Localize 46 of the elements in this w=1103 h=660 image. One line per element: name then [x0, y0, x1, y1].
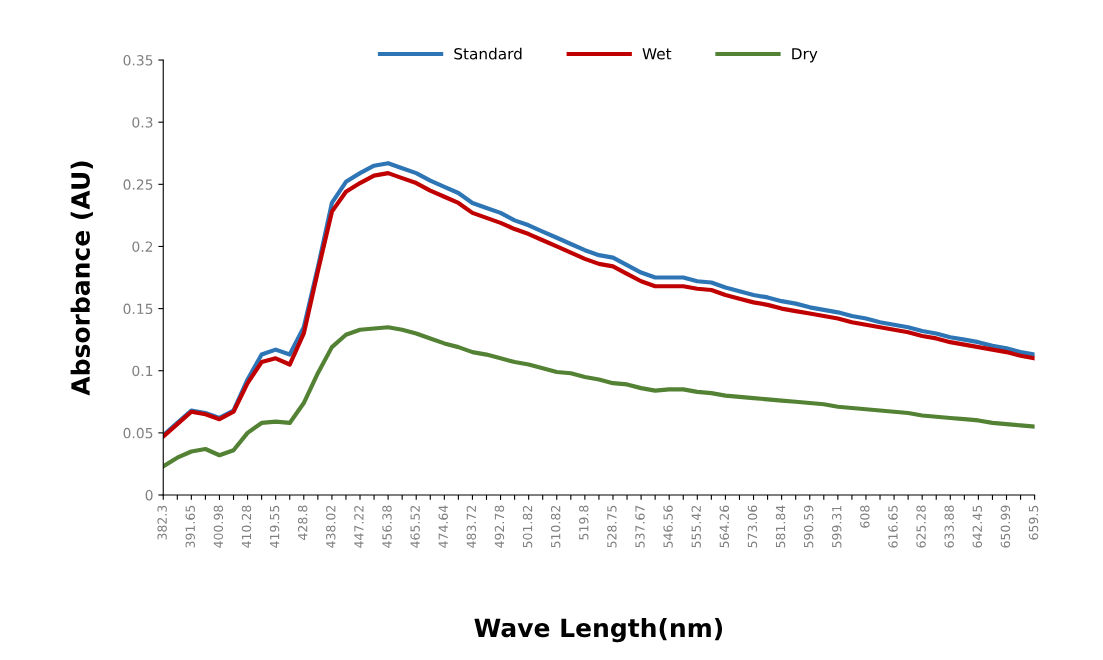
x-tick-label: 474.64 [438, 505, 448, 548]
x-tick-label: 659.5 [1028, 505, 1039, 540]
x-tick-label: 625.28 [916, 505, 926, 548]
x-tick-label: 456.38 [382, 505, 392, 548]
x-tick-label: 519.8 [579, 505, 589, 540]
y-tick-label: 0.2 [132, 241, 153, 252]
x-tick-label: 528.75 [607, 505, 617, 548]
y-tick-label: 0.1 [132, 365, 153, 377]
legend-label: Wet [642, 48, 672, 60]
legend-label: Dry [792, 48, 818, 63]
x-tick-label: 537.67 [635, 505, 645, 548]
x-tick-label: 581.84 [775, 505, 786, 548]
y-tick-label: 0 [145, 489, 153, 501]
y-tick-label: 0.35 [123, 55, 153, 66]
x-tick-label: 633.88 [944, 505, 954, 548]
x-tick-label: 573.06 [747, 505, 758, 548]
x-tick-label: 642.45 [972, 505, 983, 548]
x-tick-label: 400.98 [213, 505, 224, 548]
x-tick-label: 428.8 [297, 505, 308, 540]
y-tick-label: 0.15 [123, 303, 153, 315]
x-tick-label: 590.59 [803, 505, 814, 548]
y-tick-label: 0.25 [123, 179, 153, 190]
x-tick-label: 650.99 [1000, 505, 1011, 548]
x-tick-label: 564.26 [719, 505, 730, 548]
x-tick-label: 501.82 [522, 505, 533, 548]
y-tick-label: 0.3 [132, 117, 153, 128]
x-tick-label: 608 [860, 505, 870, 528]
x-tick-label: 391.65 [185, 505, 195, 548]
legend-label: Standard [454, 47, 522, 60]
x-tick-label: 438.02 [326, 505, 336, 548]
x-tick-label: 510.82 [550, 505, 561, 548]
x-tick-label: 465.52 [410, 505, 420, 548]
x-tick-label: 616.65 [888, 505, 898, 548]
x-tick-label: 410.28 [241, 505, 252, 548]
y-axis-title: Absorbance (AU) [70, 161, 93, 396]
line-series [163, 325, 1035, 469]
x-tick-label: 447.22 [354, 505, 364, 548]
x-tick-label: 546.56 [663, 505, 673, 548]
x-tick-label: 382.3 [157, 505, 167, 540]
x-tick-label: 599.31 [832, 505, 842, 548]
x-tick-label: 555.42 [691, 505, 701, 548]
x-tick-label: 419.55 [269, 505, 280, 548]
x-tick-label: 483.72 [466, 505, 477, 548]
y-tick-label: 0.05 [123, 427, 153, 439]
x-axis-title: Wave Length(nm) [474, 617, 723, 643]
x-tick-label: 492.78 [494, 505, 505, 548]
